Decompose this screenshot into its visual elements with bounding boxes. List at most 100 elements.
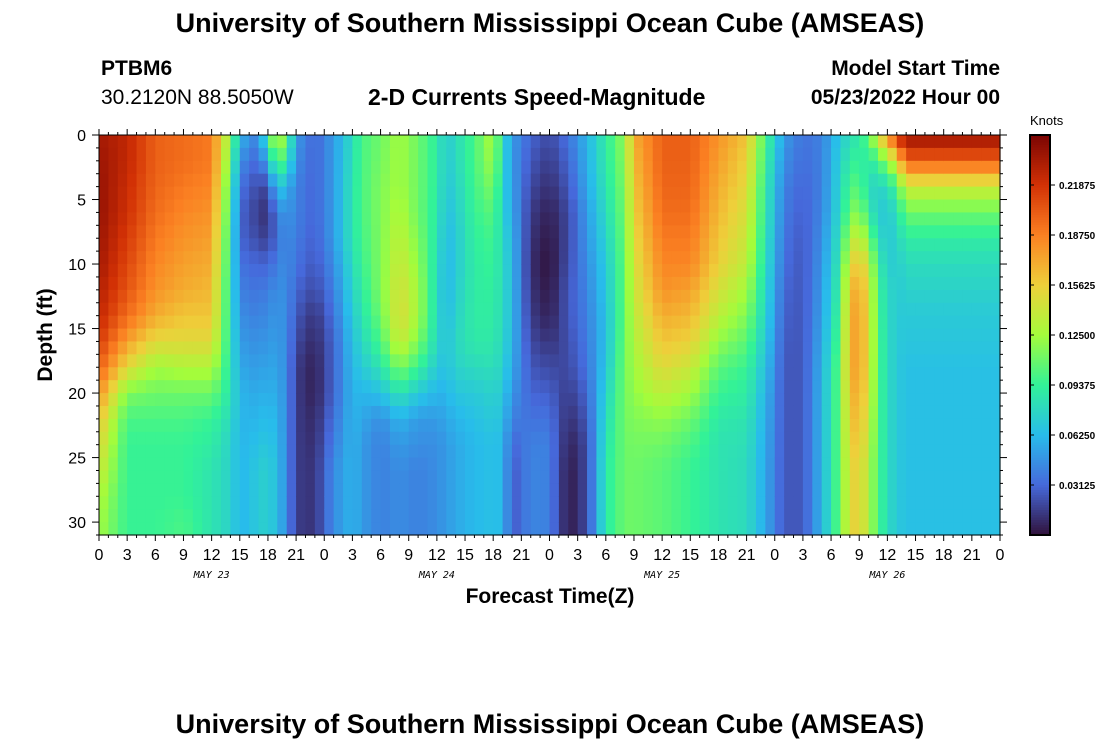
heatmap-cell bbox=[277, 393, 288, 407]
heatmap-cell bbox=[483, 509, 494, 523]
heatmap-cell bbox=[831, 328, 842, 343]
heatmap-cell bbox=[436, 431, 447, 446]
heatmap-cell bbox=[924, 341, 935, 355]
heatmap-cell bbox=[465, 289, 476, 304]
heatmap-cell bbox=[380, 173, 391, 188]
heatmap-cell bbox=[333, 212, 344, 226]
heatmap-cell bbox=[324, 354, 335, 368]
heatmap-cell bbox=[136, 509, 147, 523]
heatmap-cell bbox=[164, 393, 175, 407]
heatmap-cell bbox=[624, 496, 635, 510]
heatmap-cell bbox=[774, 431, 785, 446]
heatmap-cell bbox=[371, 315, 382, 330]
heatmap-cell bbox=[765, 160, 776, 175]
heatmap-cell bbox=[643, 276, 654, 291]
heatmap-cell bbox=[624, 457, 635, 472]
heatmap-cell bbox=[380, 264, 391, 278]
heatmap-cell bbox=[221, 328, 231, 343]
heatmap-cell bbox=[746, 393, 757, 407]
colorbar-tick-label: 0.06250 bbox=[1059, 431, 1096, 442]
heatmap-cell bbox=[793, 160, 804, 175]
heatmap-cell bbox=[408, 135, 419, 149]
heatmap-cell bbox=[221, 225, 231, 239]
heatmap-cell bbox=[211, 186, 222, 201]
heatmap-cell bbox=[183, 470, 194, 484]
heatmap-cell bbox=[549, 483, 560, 497]
heatmap-cell bbox=[465, 276, 476, 291]
heatmap-cell bbox=[568, 341, 579, 355]
heatmap-cell bbox=[774, 238, 785, 252]
heatmap-cell bbox=[343, 457, 354, 472]
heatmap-cell bbox=[399, 367, 410, 381]
heatmap-cell bbox=[239, 251, 250, 265]
heatmap-cell bbox=[136, 186, 147, 201]
heatmap-cell bbox=[896, 380, 907, 394]
heatmap-cell bbox=[812, 496, 823, 510]
heatmap-cell bbox=[662, 470, 673, 484]
heatmap-cell bbox=[802, 457, 813, 472]
heatmap-cell bbox=[831, 135, 842, 149]
heatmap-cell bbox=[127, 199, 138, 214]
heatmap-cell bbox=[859, 328, 870, 343]
heatmap-cell bbox=[915, 135, 926, 149]
heatmap-cell bbox=[793, 173, 804, 188]
heatmap-cell bbox=[258, 444, 269, 459]
heatmap-cell bbox=[305, 457, 316, 472]
heatmap-cell bbox=[145, 251, 156, 265]
heatmap-cell bbox=[718, 431, 729, 446]
heatmap-cell bbox=[690, 147, 701, 162]
heatmap-cell bbox=[117, 522, 128, 536]
heatmap-cell bbox=[821, 225, 832, 239]
heatmap-cell bbox=[418, 509, 429, 523]
colorbar-swatch bbox=[1030, 500, 1050, 504]
heatmap-cell bbox=[615, 393, 626, 407]
heatmap-cell bbox=[389, 238, 400, 252]
heatmap-cell bbox=[953, 483, 964, 497]
heatmap-cell bbox=[343, 225, 354, 239]
heatmap-cell bbox=[671, 341, 682, 355]
heatmap-cell bbox=[643, 431, 654, 446]
heatmap-cell bbox=[483, 147, 494, 162]
heatmap-cell bbox=[624, 160, 635, 175]
heatmap-cell bbox=[511, 289, 522, 304]
heatmap-cell bbox=[493, 509, 504, 523]
heatmap-cell bbox=[737, 160, 748, 175]
heatmap-cell bbox=[108, 367, 119, 381]
heatmap-cell bbox=[549, 380, 560, 394]
heatmap-cell bbox=[558, 418, 569, 433]
heatmap-cell bbox=[343, 522, 354, 536]
colorbar-units: Knots bbox=[1030, 113, 1064, 128]
heatmap-cell bbox=[239, 367, 250, 381]
heatmap-cell bbox=[971, 431, 982, 446]
heatmap-cell bbox=[446, 418, 457, 433]
heatmap-cell bbox=[990, 380, 1001, 394]
heatmap-cell bbox=[793, 354, 804, 368]
heatmap-cell bbox=[540, 457, 551, 472]
heatmap-cell bbox=[221, 483, 231, 497]
heatmap-cell bbox=[633, 483, 644, 497]
heatmap-cell bbox=[596, 173, 607, 188]
heatmap-cell bbox=[943, 470, 954, 484]
heatmap-cell bbox=[859, 431, 870, 446]
heatmap-cell bbox=[802, 135, 813, 149]
heatmap-cell bbox=[784, 173, 795, 188]
heatmap-cell bbox=[784, 393, 795, 407]
heatmap-cell bbox=[296, 251, 307, 265]
heatmap-cell bbox=[174, 160, 185, 175]
heatmap-cell bbox=[183, 186, 194, 201]
heatmap-cell bbox=[493, 405, 504, 420]
heatmap-cell bbox=[108, 264, 119, 278]
heatmap-cell bbox=[427, 147, 438, 162]
heatmap-cell bbox=[990, 367, 1001, 381]
heatmap-cell bbox=[502, 431, 513, 446]
heatmap-cell bbox=[314, 264, 325, 278]
heatmap-cell bbox=[587, 367, 598, 381]
x-tick-label: 9 bbox=[855, 547, 864, 564]
heatmap-cell bbox=[840, 509, 851, 523]
heatmap-cell bbox=[549, 238, 560, 252]
heatmap-cell bbox=[896, 276, 907, 291]
heatmap-cell bbox=[821, 444, 832, 459]
heatmap-cell bbox=[502, 238, 513, 252]
heatmap-cell bbox=[615, 135, 626, 149]
heatmap-cell bbox=[174, 186, 185, 201]
